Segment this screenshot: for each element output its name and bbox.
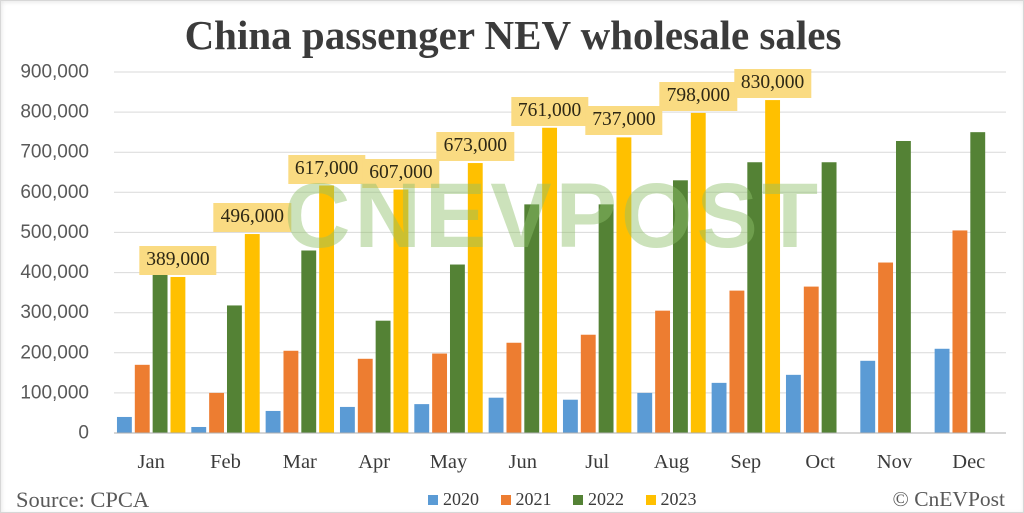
svg-text:Dec: Dec <box>952 451 985 473</box>
svg-text:Mar: Mar <box>283 451 317 473</box>
svg-text:Feb: Feb <box>210 451 241 473</box>
svg-text:900,000: 900,000 <box>20 62 89 83</box>
svg-text:200,000: 200,000 <box>20 342 89 363</box>
svg-text:700,000: 700,000 <box>20 142 89 163</box>
svg-text:May: May <box>430 451 468 473</box>
svg-text:100,000: 100,000 <box>20 382 89 403</box>
svg-text:Sep: Sep <box>730 451 761 473</box>
svg-text:Oct: Oct <box>805 451 835 473</box>
svg-text:Nov: Nov <box>877 451 913 473</box>
svg-text:0: 0 <box>78 423 89 444</box>
svg-text:Jun: Jun <box>509 451 537 473</box>
svg-text:Jan: Jan <box>138 451 165 473</box>
svg-text:500,000: 500,000 <box>20 222 89 243</box>
svg-text:300,000: 300,000 <box>20 302 89 323</box>
svg-text:Apr: Apr <box>358 451 390 473</box>
svg-text:Aug: Aug <box>654 451 689 473</box>
svg-text:Jul: Jul <box>585 451 609 473</box>
svg-text:600,000: 600,000 <box>20 182 89 203</box>
svg-text:400,000: 400,000 <box>20 262 89 283</box>
svg-text:800,000: 800,000 <box>20 102 89 123</box>
